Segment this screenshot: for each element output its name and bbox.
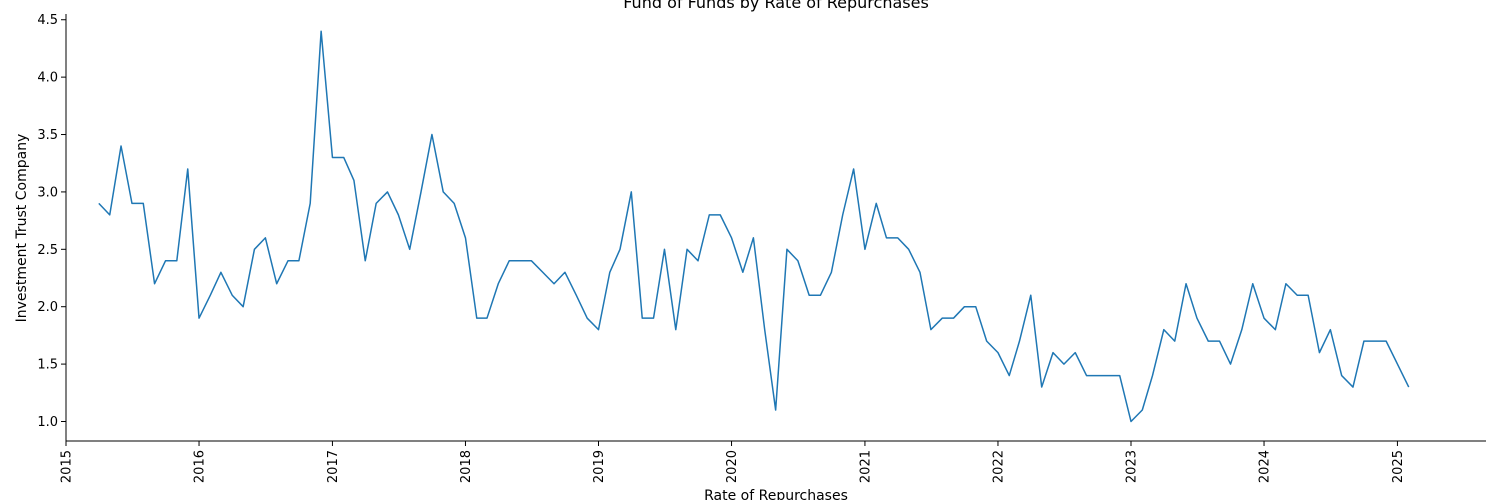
chart-title: Fund of Funds by Rate of Repurchases [623,0,929,12]
y-axis: 1.0 1.5 2.0 2.5 3.0 3.5 4.0 4.5 [37,13,66,430]
x-tick-label: 2020 [725,450,740,483]
y-tick-label: 1.0 [37,415,58,430]
y-tick-label: 3.5 [37,128,58,143]
x-tick-label: 2018 [459,450,474,483]
y-tick-label: 2.5 [37,243,58,258]
x-tick-label: 2015 [60,450,75,483]
x-tick-label: 2024 [1258,450,1273,483]
x-tick-label: 2019 [592,450,607,483]
x-tick-label: 2016 [193,450,208,483]
y-tick-label: 1.5 [37,358,58,373]
x-tick-label: 2017 [326,450,341,483]
x-axis-label: Rate of Repurchases [704,488,848,500]
y-axis-label: Investment Trust Company [14,134,30,323]
series-line [98,30,1410,423]
y-tick-label: 2.0 [37,300,58,315]
x-tick-label: 2023 [1125,450,1140,483]
x-tick-label: 2021 [858,450,873,483]
y-tick-label: 4.5 [37,13,58,28]
x-axis: 2015 2016 2017 2018 2019 2020 2021 2022 2023 2024… [60,441,1406,483]
x-tick-label: 2022 [991,450,1006,483]
x-tick-label: 2025 [1391,450,1406,483]
y-tick-label: 4.0 [37,71,58,86]
plot-area [98,30,1410,423]
y-tick-label: 3.0 [37,185,58,200]
